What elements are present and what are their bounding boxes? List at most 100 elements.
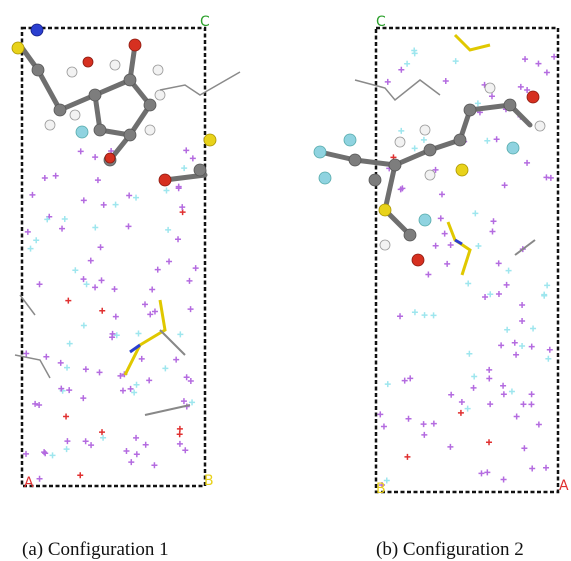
ion-marker [425, 271, 431, 277]
ion-marker [37, 476, 43, 482]
ion-marker [404, 61, 410, 67]
ion-marker [544, 282, 550, 288]
ion-marker [522, 56, 528, 62]
ion-marker [29, 192, 35, 198]
ion-marker [520, 401, 526, 407]
ion-marker [134, 382, 140, 388]
ion-marker [397, 313, 403, 319]
ion-marker [421, 137, 427, 143]
ion-marker [37, 281, 43, 287]
ion-marker [519, 318, 525, 324]
ion-marker [41, 449, 47, 455]
ion-marker [504, 327, 510, 333]
ion-marker [92, 224, 98, 230]
ion-marker [545, 356, 551, 362]
ion-marker [97, 369, 103, 375]
ion-marker [502, 182, 508, 188]
ion-marker [142, 301, 148, 307]
ion-marker [131, 390, 137, 396]
ion-marker [466, 351, 472, 357]
ion-marker [28, 246, 34, 252]
ion-marker [23, 451, 29, 457]
ion-marker [494, 136, 500, 142]
ion-marker [92, 154, 98, 160]
ion-marker [181, 398, 187, 404]
ion-marker [486, 439, 492, 445]
caption: (b) Configuration 2 [376, 539, 524, 560]
ion-marker [149, 287, 155, 293]
ion-marker [188, 306, 194, 312]
ion-marker [514, 413, 520, 419]
ion-marker [98, 244, 104, 250]
ion-marker [189, 399, 195, 405]
ion-marker [501, 391, 507, 397]
ion-marker [506, 268, 512, 274]
ion-marker [43, 354, 49, 360]
ion-marker [120, 388, 126, 394]
ion-marker [146, 377, 152, 383]
ion-marker [484, 469, 490, 475]
ion-marker [465, 406, 471, 412]
ion-marker [135, 331, 141, 337]
ion-marker [447, 444, 453, 450]
ion-marker [65, 298, 71, 304]
ion-marker [72, 267, 78, 273]
ion-marker [42, 175, 48, 181]
ion-marker [465, 281, 471, 287]
ion-marker [489, 229, 495, 235]
ion-marker [128, 459, 134, 465]
ion-marker [155, 267, 161, 273]
corner-label-c: C [376, 14, 386, 30]
corner-label-a: A [559, 478, 569, 494]
ion-marker [62, 216, 68, 222]
corner-label-b: B [204, 473, 214, 489]
ion-marker [504, 282, 510, 288]
ion-marker [88, 258, 94, 264]
ion-marker [113, 314, 119, 320]
ion-marker [152, 308, 158, 314]
ion-marker [101, 202, 107, 208]
ion-marker [513, 352, 519, 358]
ion-marker [162, 365, 168, 371]
ion-marker [433, 243, 439, 249]
ion-marker [173, 357, 179, 363]
ion-marker [36, 402, 42, 408]
ion-marker [175, 236, 181, 242]
ion-marker [42, 450, 48, 456]
ion-marker [521, 445, 527, 451]
ion-marker [551, 54, 557, 60]
ion-marker [421, 421, 427, 427]
corner-label-a: A [24, 475, 34, 491]
corner-label-c: C [200, 14, 210, 30]
ion-marker [518, 84, 524, 90]
ion-marker [530, 326, 536, 332]
ion-marker [482, 294, 488, 300]
ion-marker [472, 210, 478, 216]
ion-marker [421, 432, 427, 438]
ion-marker [63, 414, 69, 420]
cell-box [22, 28, 205, 486]
ion-marker [64, 365, 70, 371]
molecule [12, 24, 216, 186]
ion-marker [404, 454, 410, 460]
ion-marker [407, 375, 413, 381]
ion-marker [83, 366, 89, 372]
ion-marker [509, 389, 515, 395]
ion-marker [165, 227, 171, 233]
ion-marker [529, 466, 535, 472]
ion-marker [439, 191, 445, 197]
ion-marker [444, 261, 450, 267]
ion-marker [88, 442, 94, 448]
ion-marker [487, 401, 493, 407]
ion-marker [193, 265, 199, 271]
ion-marker [524, 160, 530, 166]
ion-marker [541, 293, 547, 299]
ion-marker [535, 61, 541, 67]
ion-marker [59, 226, 65, 232]
corner-label-b: B [376, 481, 386, 497]
ion-marker [112, 286, 118, 292]
ion-marker [459, 399, 465, 405]
ion-marker [50, 452, 56, 458]
ion-marker [528, 401, 534, 407]
molecule [314, 83, 545, 266]
